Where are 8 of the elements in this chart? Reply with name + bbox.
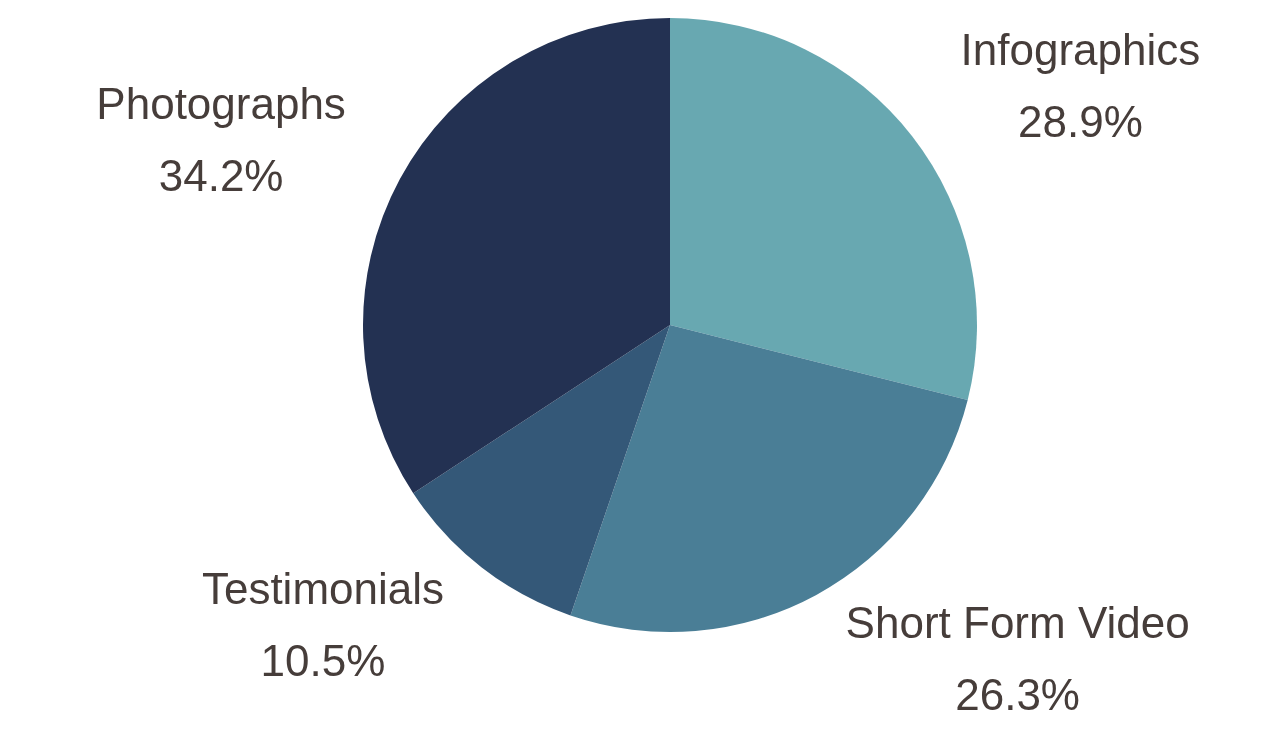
data-label: 34.2% [158,150,284,200]
slice-label: Infographics [960,25,1201,75]
slice-label: Photographs [96,78,346,128]
data-label: 28.9% [1018,97,1143,147]
data-label: 26.3% [955,670,1080,720]
slice-label: Testimonials [201,564,445,614]
slice-label: Short Form Video [845,598,1190,648]
data-label: 10.5% [260,636,386,686]
